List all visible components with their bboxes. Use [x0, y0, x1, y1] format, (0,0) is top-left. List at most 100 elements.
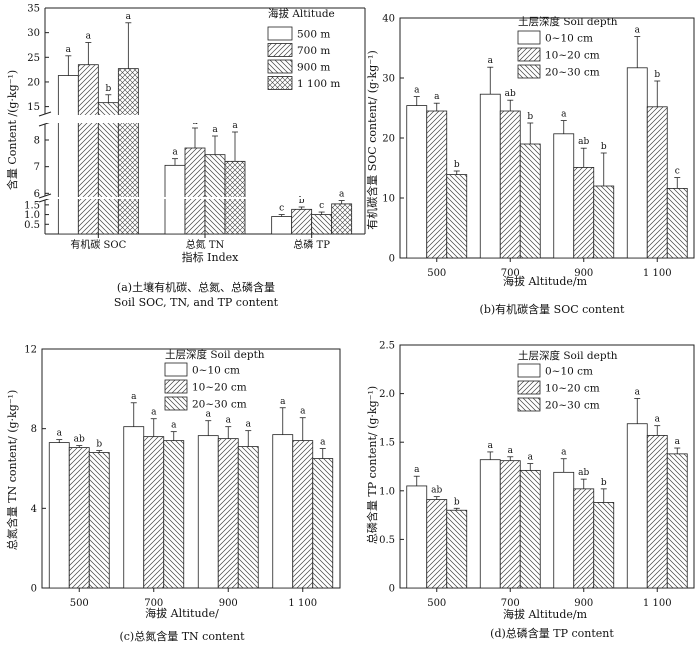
panel-b-bar	[666, 187, 688, 259]
panel-b-bar	[646, 106, 668, 259]
panel-a-significance-label: a	[232, 121, 238, 131]
panel-b-significance-label: c	[675, 167, 680, 177]
panel-b-xtick-label: 500	[427, 268, 446, 279]
panel-c-bar	[163, 440, 185, 589]
panel-b-significance-label: a	[414, 86, 420, 96]
panel-d-significance-label: a	[675, 437, 681, 447]
panel-d-ytick-label: 0.5	[379, 535, 395, 546]
panel-d-significance-label: ab	[431, 486, 442, 496]
panel-d-ytick-label: 2.0	[379, 389, 395, 400]
panel-c-legend-title: 土层深度 Soil depth	[165, 348, 265, 361]
panel-b-bar	[479, 93, 501, 259]
panel-a-ytick-label: 25	[27, 53, 40, 64]
panel-c-xtick-label: 900	[219, 598, 238, 609]
panel-b-significance-label: a	[635, 26, 641, 36]
panel-b-ytick-label: 20	[382, 134, 395, 145]
panel-c-ylabel: 总氮含量 TN content/ (g·kg⁻¹)	[5, 390, 19, 551]
panel-d-legend-label: 20~30 cm	[545, 400, 600, 412]
panel-c-legend-label: 10~20 cm	[192, 382, 247, 394]
panel-a-significance-label: a	[172, 148, 178, 158]
panel-d-significance-label: a	[508, 446, 514, 456]
panel-d-plot-frame	[399, 344, 695, 589]
panel-c-xtick-label: 500	[70, 598, 89, 609]
panel-a-ytick-label: 8	[34, 136, 40, 147]
panel-d-significance-label: b	[454, 497, 460, 507]
panel-b-bar	[519, 143, 541, 259]
panel-a-ytick-label: 30	[27, 28, 40, 39]
panel-c-significance-label: a	[246, 420, 252, 430]
panel-c-ytick-label: 12	[24, 345, 37, 356]
panel-d-significance-label: a	[414, 465, 420, 475]
panel-a-xtick-label: 总氮 TN	[186, 238, 225, 251]
panel-d-significance-label: a	[635, 387, 641, 397]
panel-c-legend-label: 0~10 cm	[192, 365, 240, 377]
panel-d-ytick-label: 1.0	[379, 486, 395, 497]
panel-c-significance-label: b	[96, 440, 102, 450]
panel-b-legend-swatch	[517, 47, 541, 62]
panel-a-significance-label: a	[66, 45, 72, 55]
panel-d-ytick-label: 0	[389, 584, 395, 595]
panel-d-xtick-label: 500	[427, 598, 446, 609]
panel-a-significance-label: b	[299, 196, 305, 206]
panel-d-xtick-label: 700	[501, 598, 520, 609]
panel-a-legend-swatch	[267, 59, 293, 74]
panel-d-bar	[666, 453, 688, 589]
panel-c-significance-label: a	[280, 397, 286, 407]
panel-d-ytick-label: 1.5	[379, 438, 395, 449]
panel-d-legend-title: 土层深度 Soil depth	[518, 349, 618, 362]
panel-a-legend-title: 海拔 Altitude	[268, 7, 335, 20]
panel-c-legend-swatch	[164, 396, 188, 411]
panel-c-ytick-label: 4	[31, 504, 37, 515]
panel-a-legend-label: 500 m	[297, 29, 330, 41]
panel-b-ytick-label: 30	[382, 74, 395, 85]
panel-d-bar	[479, 459, 501, 589]
panel-d-legend-swatch	[517, 397, 541, 412]
panel-a-legend-label: 900 m	[297, 62, 330, 74]
panel-b-significance-label: b	[454, 160, 460, 170]
panel-d-legend-label: 10~20 cm	[545, 383, 600, 395]
panel-a-significance-label: c	[319, 201, 324, 211]
panel-b-title: (b)有机碳含量 SOC content	[480, 302, 625, 316]
panel-b-significance-label: b	[654, 70, 660, 80]
panel-c-ytick-label: 8	[31, 424, 37, 435]
panel-a-legend-label: 1 100 m	[297, 78, 340, 90]
panel-b-ytick-label: 0	[389, 254, 395, 265]
panel-a-ytick-label: 0.5	[24, 220, 40, 231]
panel-b-ytick-label: 10	[382, 194, 395, 205]
panel-c-significance-label: a	[131, 392, 137, 402]
panel-d-bar	[573, 488, 595, 589]
panel-a-plot-break-gap	[46, 197, 364, 199]
panel-d-ytick-label: 2.5	[379, 341, 395, 352]
panel-b-legend-title: 土层深度 Soil depth	[518, 15, 618, 28]
panel-c-bar	[68, 447, 90, 589]
panel-a-bar	[77, 64, 99, 235]
panel-a-legend-label: 700 m	[297, 45, 330, 57]
panel-d-bar	[499, 460, 521, 589]
panel-c-bar	[217, 438, 239, 589]
panel-c-plot-frame	[41, 348, 341, 589]
panel-c-significance-label: ab	[74, 435, 85, 445]
panel-a-xtick-label: 总磷 TP	[293, 238, 330, 251]
panel-a-legend: 海拔 Altitude 500 m 700 m 900 m 1 100 m	[267, 7, 340, 90]
panel-c-bar	[88, 452, 110, 589]
panel-c-bar	[197, 435, 219, 589]
panel-a-xtick-label: 有机碳 SOC	[70, 238, 126, 251]
panel-a-significance-label: a	[212, 125, 218, 135]
panel-b-significance-label: b	[601, 142, 607, 152]
panel-b-xtick-label: 1 100	[643, 268, 672, 279]
panel-d-bar	[646, 434, 668, 589]
panel-b-significance-label: a	[561, 110, 567, 120]
panel-a-bar	[57, 75, 79, 235]
panel-a-ytick-label: 1.0	[24, 210, 40, 221]
panel-a-ylabel: 含量 Content /(g·kg⁻¹)	[5, 70, 19, 190]
panel-c-significance-label: a	[320, 438, 326, 448]
panel-a-legend-swatch	[267, 26, 293, 41]
panel-a-axis-break-mark	[38, 193, 52, 199]
panel-a-significance-label: c	[279, 204, 284, 214]
panel-d-xlabel: 海拔 Altitude/m	[503, 607, 588, 621]
panel-d-significance-label: a	[561, 448, 567, 458]
panel-d-legend-swatch	[517, 363, 541, 378]
panel-a-ytick-label: 15	[27, 102, 40, 113]
panel-a-bar	[331, 203, 353, 235]
panel-d-title: (d)总磷含量 TP content	[490, 626, 614, 640]
